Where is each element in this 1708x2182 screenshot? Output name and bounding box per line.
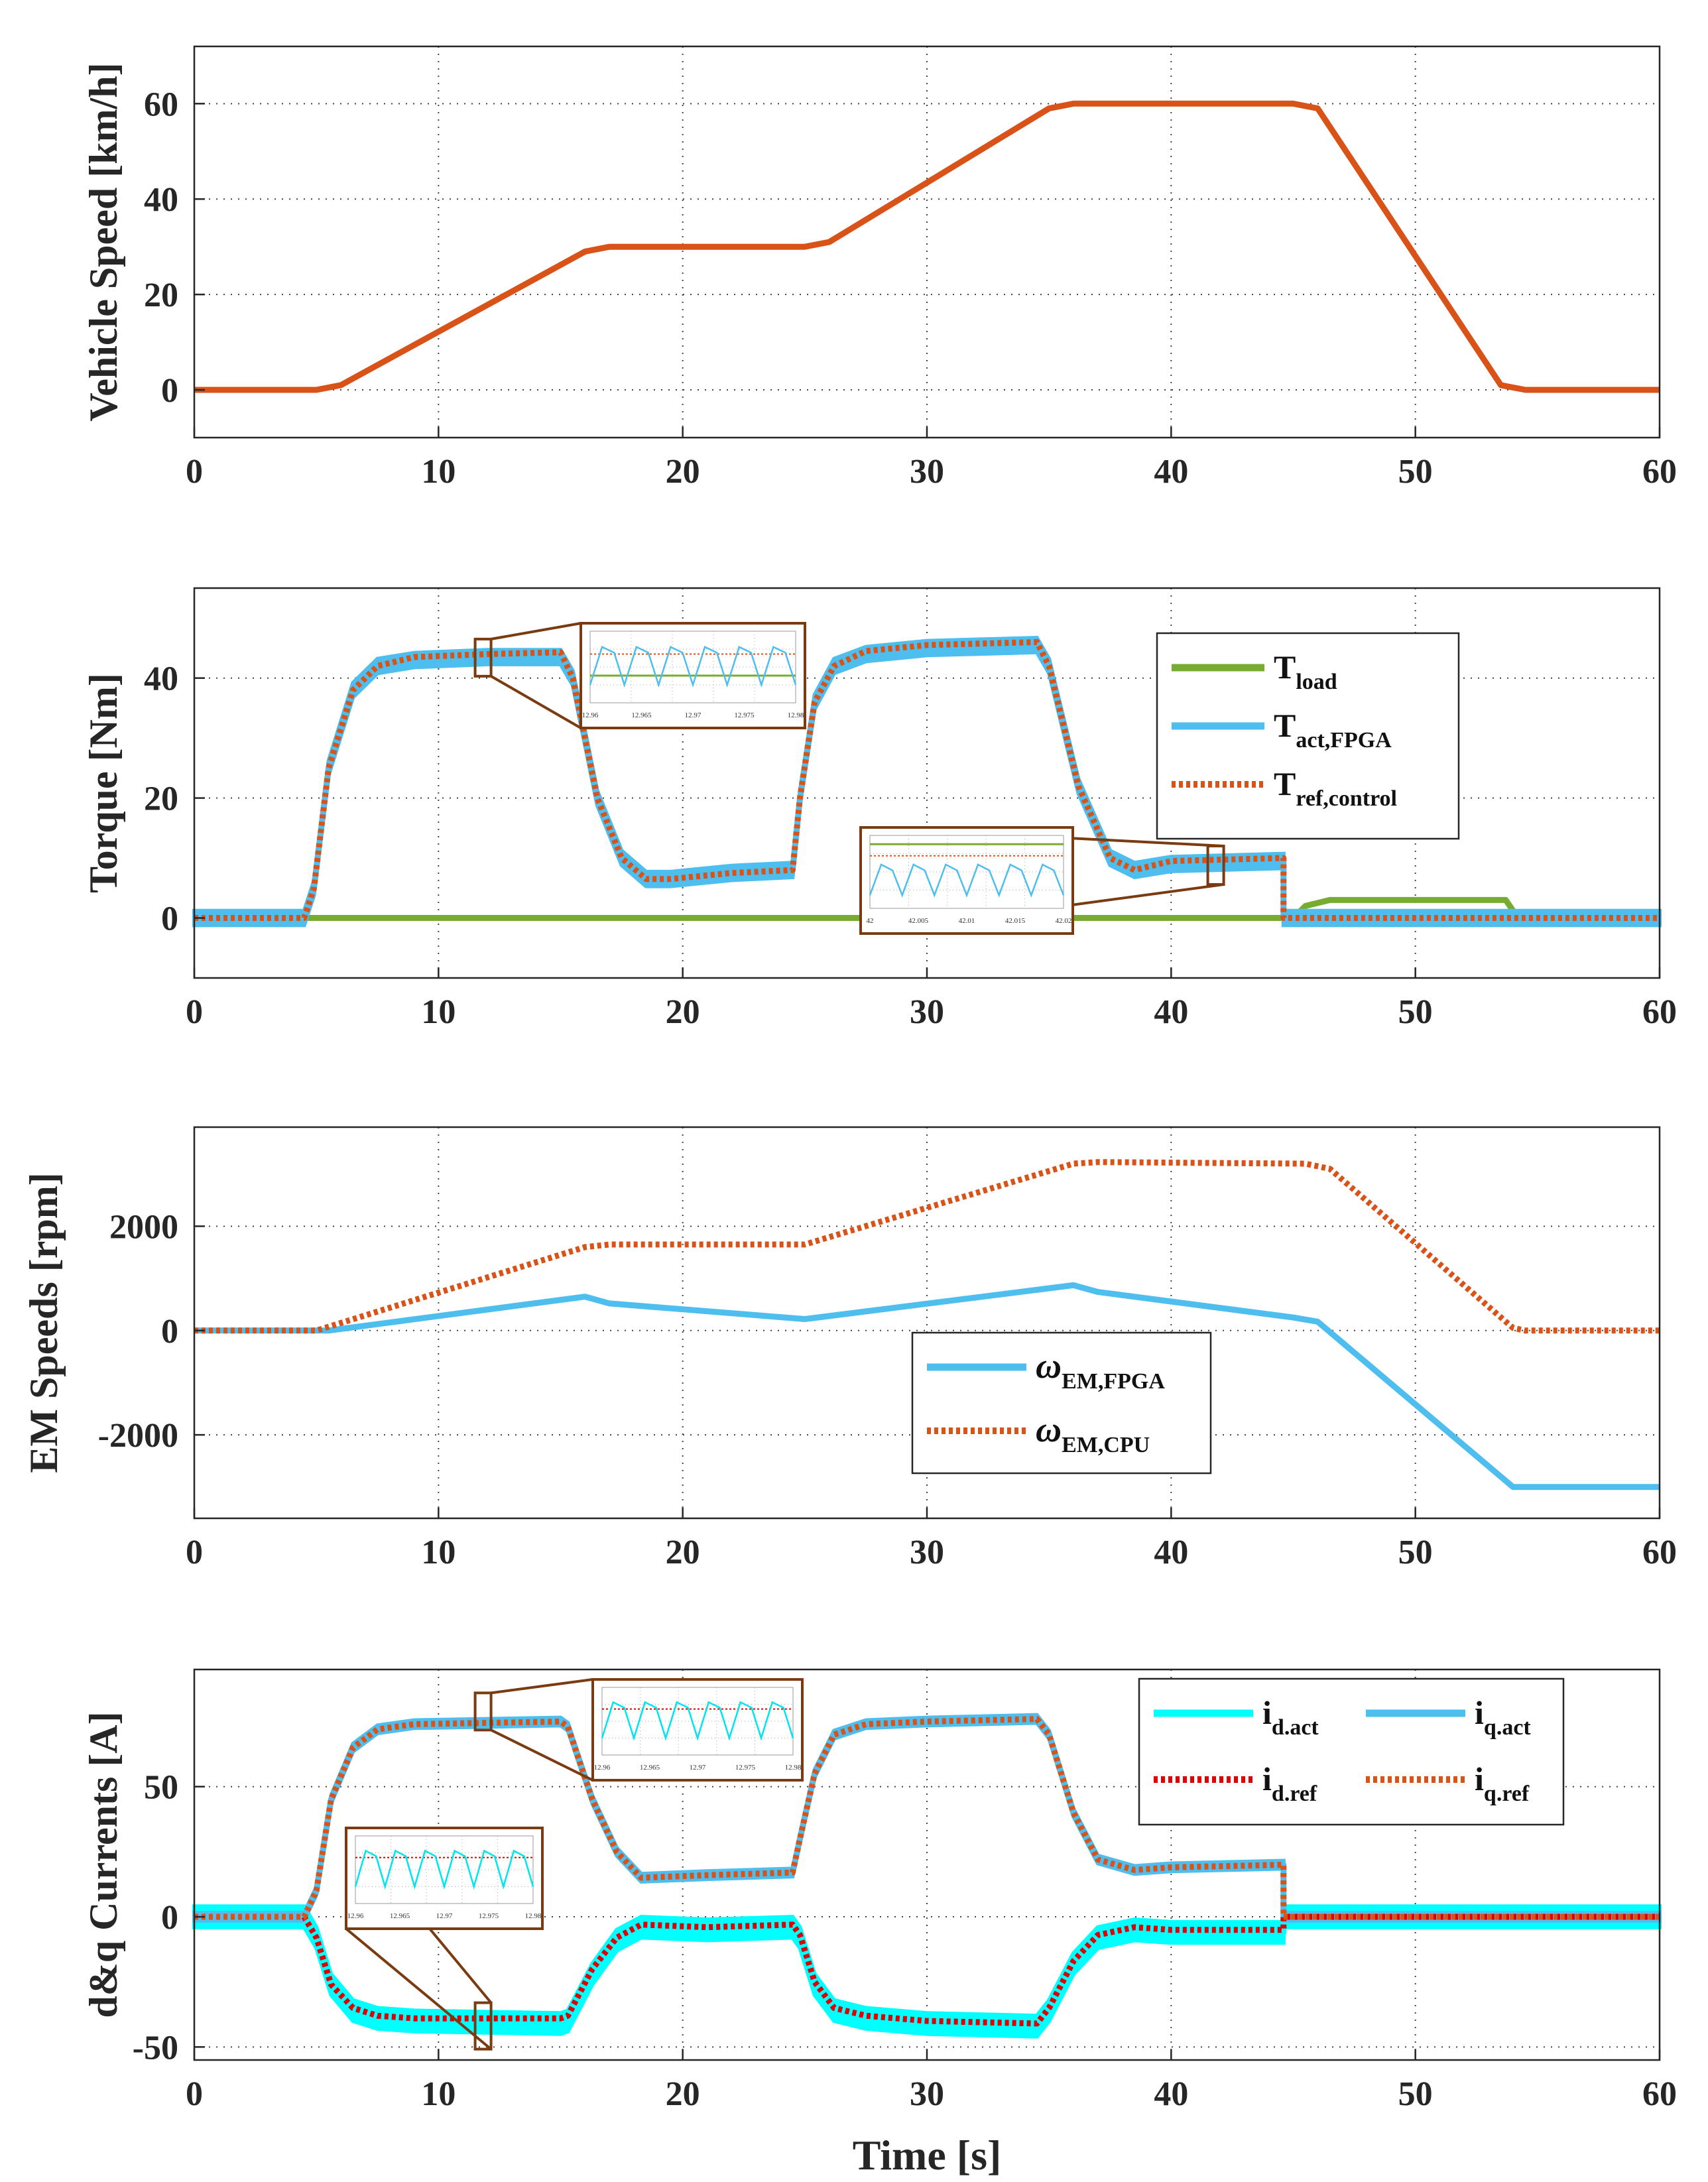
inset-tick-label: 42.015	[1005, 917, 1026, 925]
series-line-1	[194, 100, 1660, 393]
inset-tick-label: 12.965	[390, 1912, 410, 1920]
inset-tick-label: 42.01	[959, 917, 975, 925]
x-tick-label: 50	[1398, 2075, 1433, 2113]
x-tick-label: 0	[186, 2075, 203, 2113]
series-group	[192, 1713, 1662, 2039]
y-tick-label: -2000	[98, 1417, 178, 1455]
x-tick-label: 40	[1154, 1534, 1188, 1571]
y-axis-label: Vehicle Speed [km/h]	[82, 62, 125, 421]
x-axis-label: Time [s]	[853, 2132, 1002, 2179]
inset-tick-label: 42.005	[908, 917, 929, 925]
x-tick-label: 30	[910, 1534, 944, 1571]
x-tick-label: 50	[1398, 993, 1433, 1031]
zoom-region	[473, 1691, 493, 1732]
chart-panel-1: 0 10 20 30 40 50 60 0 20 40 60 Vehicle Speed [km/h]	[82, 45, 1677, 491]
zoom-inset: 12.96 12.965 12.97 12.975 12.98	[473, 622, 806, 729]
x-tick-label: 10	[421, 1534, 456, 1571]
inset-tick-label: 12.96	[347, 1912, 364, 1920]
x-tick-label: 60	[1642, 993, 1677, 1031]
x-tick-label: 20	[666, 1534, 700, 1571]
inset-tick-label: 12.96	[594, 1764, 611, 1772]
legend-entry: iq.ref	[1475, 1760, 1530, 1806]
y-tick-label: 2000	[109, 1208, 178, 1246]
y-tick-label: 0	[161, 372, 178, 410]
x-tick-label: 30	[910, 453, 944, 491]
legend-entry: ωEM,FPGA	[1036, 1346, 1165, 1394]
legend-entry: Tload	[1274, 648, 1337, 694]
x-tick-label: 60	[1642, 1534, 1677, 1571]
y-axis-label: d&q Currents [A]	[82, 1711, 125, 2018]
x-tick-label: 40	[1154, 453, 1188, 491]
legend-entry: id.ref	[1262, 1760, 1317, 1806]
x-tick-label: 10	[421, 2075, 456, 2113]
y-tick-label: -50	[133, 2029, 178, 2067]
x-tick-label: 60	[1642, 2075, 1677, 2113]
y-tick-label: 50	[144, 1769, 178, 1807]
inset-tick-label: 12.97	[436, 1912, 453, 1920]
x-tick-label: 60	[1642, 453, 1677, 491]
y-axis-label: EM Speeds [rpm]	[22, 1172, 66, 1473]
x-tick-label: 30	[910, 2075, 944, 2113]
x-tick-label: 0	[186, 1534, 203, 1571]
series-group	[194, 1159, 1660, 1490]
inset-tick-label: 12.96	[582, 711, 599, 719]
inset-tick-label: 12.965	[631, 711, 652, 719]
x-tick-label: 10	[421, 453, 456, 491]
y-tick-label: 0	[161, 900, 178, 938]
inset-tick-label: 12.98	[525, 1912, 542, 1920]
inset-tick-label: 12.975	[479, 1912, 499, 1920]
inset-tick-label: 12.975	[734, 711, 755, 719]
y-tick-label: 60	[144, 86, 178, 123]
inset-tick-label: 12.97	[690, 1764, 706, 1772]
series-group	[194, 100, 1660, 393]
legend: id.act iq.act id.ref iq.ref	[1138, 1677, 1565, 1826]
x-tick-label: 50	[1398, 1534, 1433, 1571]
y-tick-label: 0	[161, 1313, 178, 1351]
x-tick-label: 40	[1154, 2075, 1188, 2113]
y-tick-label: 0	[161, 1899, 178, 1937]
chart-panel-3: 0 10 20 30 40 50 60 -2000 0 2000 EM Speeds [rpm] ωE…	[22, 1126, 1677, 1571]
legend: Tload Tact,FPGA Tref,control	[1156, 632, 1460, 840]
legend: ωEM,FPGA ωEM,CPU	[911, 1331, 1212, 1475]
zoom-inset: 42 42.005 42.01 42.015 42.02	[859, 826, 1225, 935]
series-line-3	[194, 1913, 1660, 2027]
x-tick-label: 20	[666, 993, 700, 1031]
series-line-1	[194, 1282, 1660, 1490]
x-tick-label: 10	[421, 993, 456, 1031]
legend-entry: Tact,FPGA	[1274, 707, 1392, 753]
x-tick-label: 0	[186, 993, 203, 1031]
legend-entry: id.act	[1262, 1694, 1319, 1740]
y-tick-label: 40	[144, 660, 178, 698]
zoom-inset: 12.96 12.965 12.97 12.975 12.98	[473, 1678, 804, 1782]
legend-entry: Tref,control	[1274, 765, 1397, 811]
x-tick-label: 30	[910, 993, 944, 1031]
chart-panel-2: 0 10 20 30 40 50 60 0 20 40 Torque [Nm] 12.96 12.965…	[82, 587, 1677, 1031]
x-tick-label: 50	[1398, 453, 1433, 491]
zoom-inset: 12.96 12.965 12.97 12.975 12.98	[345, 1827, 544, 2051]
inset-tick-label: 12.975	[735, 1764, 756, 1772]
inset-tick-label: 42	[867, 917, 874, 925]
inset-tick-label: 12.965	[640, 1764, 660, 1772]
series-line-3	[194, 638, 1660, 921]
y-axis-label: Torque [Nm]	[82, 673, 125, 893]
inset-tick-label: 12.98	[785, 1764, 802, 1772]
series-line-4	[194, 1716, 1660, 1920]
y-tick-label: 20	[144, 276, 178, 314]
x-tick-label: 0	[186, 453, 203, 491]
zoom-region	[1206, 844, 1225, 886]
x-tick-label: 20	[666, 2075, 700, 2113]
zoom-region	[473, 2001, 493, 2051]
y-tick-label: 40	[144, 181, 178, 219]
x-tick-label: 40	[1154, 993, 1188, 1031]
inset-tick-label: 12.98	[788, 711, 804, 719]
legend-entry: iq.act	[1475, 1694, 1531, 1740]
legend-entry: ωEM,CPU	[1036, 1410, 1150, 1457]
zoom-region	[473, 637, 493, 678]
y-tick-label: 20	[144, 780, 178, 818]
inset-tick-label: 42.02	[1056, 917, 1072, 925]
inset-tick-label: 12.97	[685, 711, 702, 719]
x-tick-label: 20	[666, 453, 700, 491]
